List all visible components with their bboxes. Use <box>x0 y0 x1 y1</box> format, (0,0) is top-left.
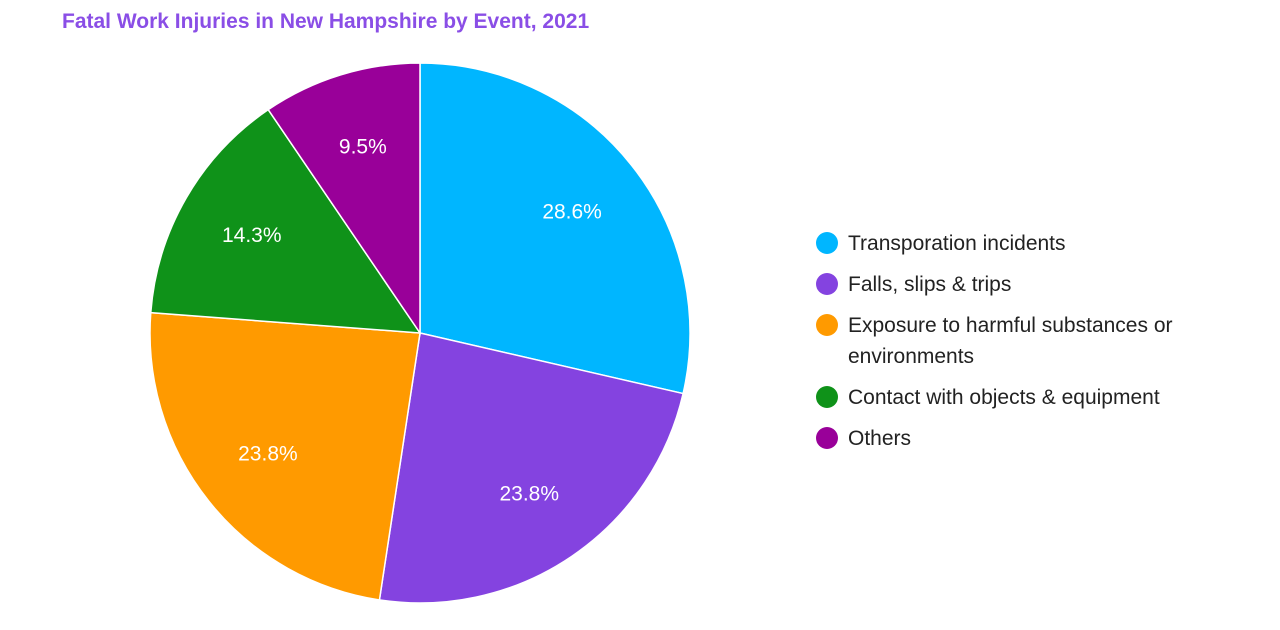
legend-swatch-1 <box>816 273 838 295</box>
legend-item-1: Falls, slips & trips <box>816 269 1236 300</box>
legend-item-4: Others <box>816 423 1236 454</box>
legend-swatch-3 <box>816 386 838 408</box>
slice-label-3: 14.3% <box>222 224 282 247</box>
legend-item-2: Exposure to harmful substances or enviro… <box>816 310 1236 372</box>
pie-slice-2 <box>149 311 421 601</box>
legend-swatch-4 <box>816 427 838 449</box>
legend-label-1: Falls, slips & trips <box>848 273 1012 296</box>
slice-label-2: 23.8% <box>238 443 298 466</box>
pie-slice-0 <box>419 62 691 395</box>
slice-label-1: 23.8% <box>499 482 559 505</box>
legend-item-0: Transporation incidents <box>816 228 1236 259</box>
legend-label-3: Contact with objects & equipment <box>848 386 1160 409</box>
pie-slice-3 <box>149 108 422 334</box>
legend-swatch-0 <box>816 232 838 254</box>
pie-slice-1 <box>378 332 685 604</box>
pie-slice-4 <box>267 62 421 336</box>
chart-legend: Transporation incidents Falls, slips & tr… <box>816 228 1236 464</box>
legend-label-2: Exposure to harmful substances or enviro… <box>848 314 1173 368</box>
legend-label-0: Transporation incidents <box>848 232 1066 255</box>
slice-label-4: 9.5% <box>339 136 387 159</box>
slice-label-0: 28.6% <box>542 200 602 223</box>
pie-chart: 28.6% 23.8% 23.8% 14.3% 9.5% <box>149 62 691 604</box>
legend-item-3: Contact with objects & equipment <box>816 382 1236 413</box>
chart-title: Fatal Work Injuries in New Hampshire by … <box>62 10 590 33</box>
legend-swatch-2 <box>816 314 838 336</box>
legend-label-4: Others <box>848 427 912 450</box>
